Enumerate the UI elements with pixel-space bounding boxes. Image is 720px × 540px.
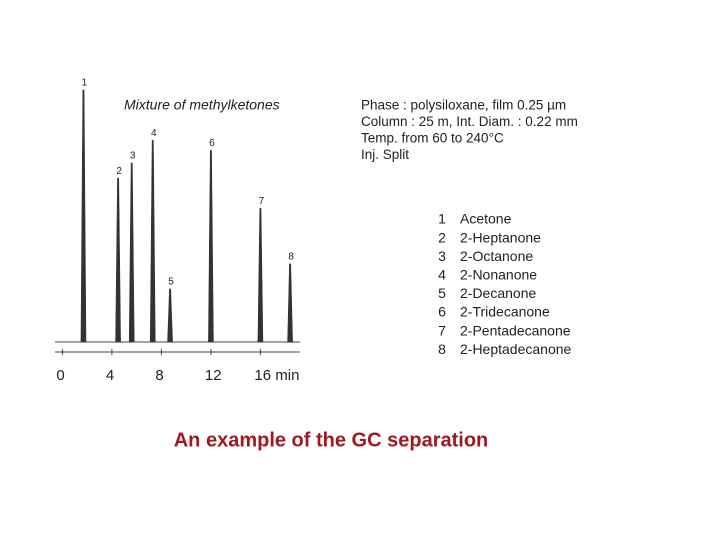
peak bbox=[287, 263, 293, 343]
chart-title: Mixture of methylketones bbox=[124, 97, 280, 113]
compound-number: 3 bbox=[438, 248, 446, 264]
compound-number: 8 bbox=[438, 341, 446, 357]
x-tick-label: 8 bbox=[155, 367, 163, 384]
peak bbox=[257, 208, 264, 343]
x-tick-label: 0 bbox=[56, 367, 64, 384]
peak-label: 7 bbox=[259, 196, 265, 207]
peak bbox=[80, 89, 87, 343]
condition: Phase : polysiloxane, film 0.25 µm bbox=[361, 98, 566, 113]
compound-number: 5 bbox=[438, 285, 446, 301]
x-tick-label: 4 bbox=[106, 367, 114, 384]
caption: An example of the GC separation bbox=[174, 429, 489, 451]
condition: Column : 25 m, Int. Diam. : 0.22 mm bbox=[361, 114, 578, 129]
peak bbox=[167, 288, 173, 343]
peak-label: 8 bbox=[288, 252, 294, 263]
compound-name: 2-Nonanone bbox=[460, 267, 537, 283]
x-tick-label: 12 bbox=[205, 367, 222, 384]
compound-number: 4 bbox=[438, 267, 446, 283]
compound-number: 6 bbox=[438, 304, 446, 320]
peak-label: 4 bbox=[151, 128, 157, 139]
compound-name: 2-Heptanone bbox=[460, 229, 541, 245]
compound-name: 2-Octanone bbox=[460, 248, 533, 264]
compound-name: Acetone bbox=[460, 211, 512, 227]
peak-label: 6 bbox=[209, 138, 215, 149]
compound-number: 7 bbox=[438, 322, 446, 338]
peak-label: 3 bbox=[130, 151, 136, 162]
peak bbox=[115, 177, 121, 343]
compound-name: 2-Decanone bbox=[460, 285, 536, 301]
peak bbox=[128, 162, 135, 343]
condition: Temp. from 60 to 240°C bbox=[361, 131, 504, 146]
compound-name: 2-Heptadecanone bbox=[460, 341, 572, 357]
peak-label: 5 bbox=[168, 277, 174, 288]
condition: Inj. Split bbox=[361, 147, 409, 162]
peak-label: 1 bbox=[82, 78, 88, 89]
compound-number: 2 bbox=[438, 229, 446, 245]
peak bbox=[149, 140, 156, 343]
peak bbox=[208, 150, 214, 343]
x-tick-label: 16 min bbox=[254, 367, 299, 384]
compound-name: 2-Pentadecanone bbox=[460, 322, 571, 338]
compound-name: 2-Tridecanone bbox=[460, 304, 550, 320]
compound-number: 1 bbox=[438, 211, 446, 227]
peak-label: 2 bbox=[116, 166, 122, 177]
